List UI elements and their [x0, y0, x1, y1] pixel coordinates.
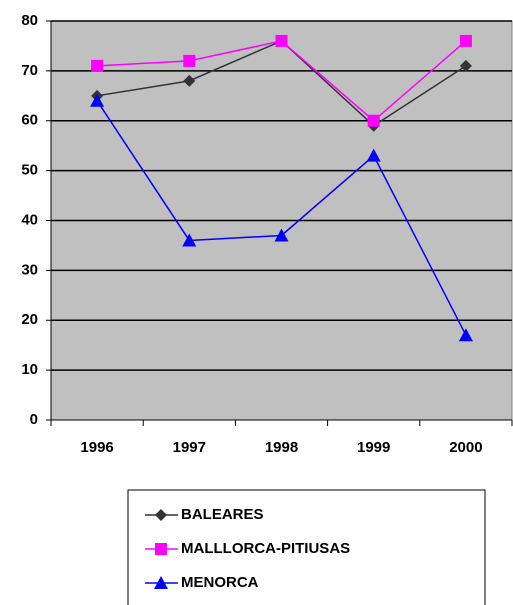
y-tick-label: 60 [21, 112, 38, 129]
y-tick-label: 40 [21, 211, 38, 228]
x-tick-label: 1998 [265, 439, 298, 456]
y-tick-label: 20 [21, 311, 38, 328]
x-tick-label: 1996 [80, 439, 113, 456]
legend-box [127, 489, 486, 605]
legend-label: BALEARES [181, 506, 264, 523]
data-point [182, 233, 197, 247]
data-point [274, 228, 289, 242]
data-point [275, 34, 288, 47]
data-point [367, 114, 380, 127]
data-point [458, 328, 473, 342]
x-tick-label: 1999 [357, 439, 390, 456]
y-tick-label: 10 [21, 361, 38, 378]
data-point [183, 74, 196, 87]
data-point [459, 34, 472, 47]
legend-marker [155, 509, 167, 521]
legend-label: MALLLORCA-PITIUSAS [181, 540, 350, 557]
legend-marker [154, 576, 168, 589]
data-point [91, 59, 104, 72]
data-point [183, 54, 196, 67]
x-tick-label: 2000 [449, 439, 482, 456]
data-point [459, 59, 472, 72]
x-tick-label: 1997 [173, 439, 206, 456]
legend-label: MENORCA [181, 574, 259, 591]
y-tick-label: 50 [21, 162, 38, 179]
data-point [90, 93, 105, 107]
data-point [366, 148, 381, 162]
y-tick-label: 70 [21, 62, 38, 79]
y-tick-label: 30 [21, 261, 38, 278]
legend-marker [155, 543, 167, 555]
y-tick-label: 0 [30, 411, 38, 428]
y-tick-label: 80 [21, 12, 38, 29]
